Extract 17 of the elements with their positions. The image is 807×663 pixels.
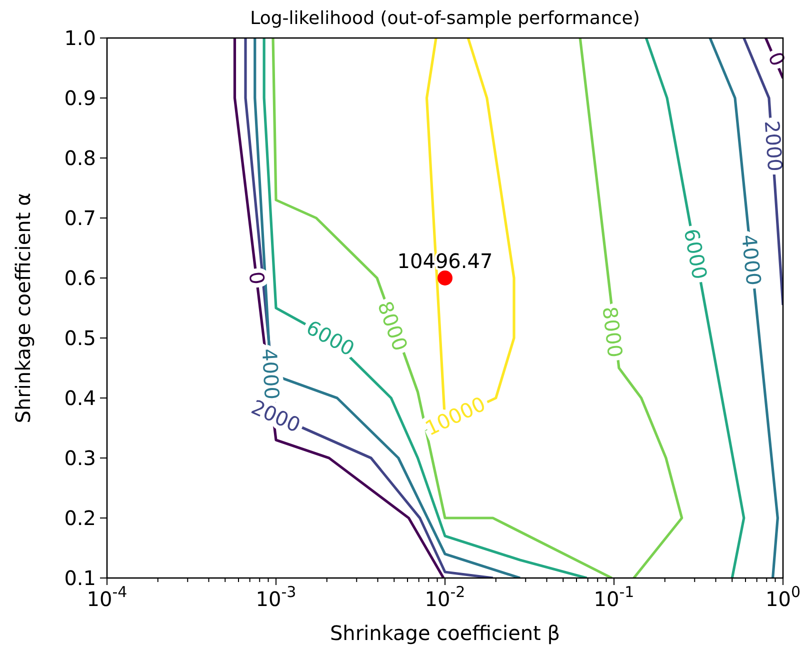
y-tick-label: 0.2	[64, 506, 96, 530]
y-tick-label: 0.8	[64, 146, 96, 170]
x-tick-label: 10$^{-1}$	[594, 583, 634, 611]
y-tick-label: 0.7	[64, 206, 96, 230]
y-tick-label: 0.9	[64, 86, 96, 110]
chart-title: Log-likelihood (out-of-sample performance)	[250, 8, 640, 29]
x-axis-title: Shrinkage coefficient β	[330, 621, 560, 645]
y-tick-label: 0.6	[64, 266, 96, 290]
y-tick-label: 0.4	[64, 386, 96, 410]
y-tick-label: 0.1	[64, 566, 96, 590]
x-tick-label: 10$^{-2}$	[424, 583, 466, 611]
y-axis-title: Shrinkage coefficient α	[11, 192, 35, 424]
y-tick-label: 0.5	[64, 326, 96, 350]
y-tick-label: 1.0	[64, 26, 96, 50]
y-tick-label: 0.3	[64, 446, 96, 470]
x-tick-label: 10$^{-3}$	[256, 583, 296, 611]
x-tick-label: 10$^{0}$	[766, 583, 800, 611]
